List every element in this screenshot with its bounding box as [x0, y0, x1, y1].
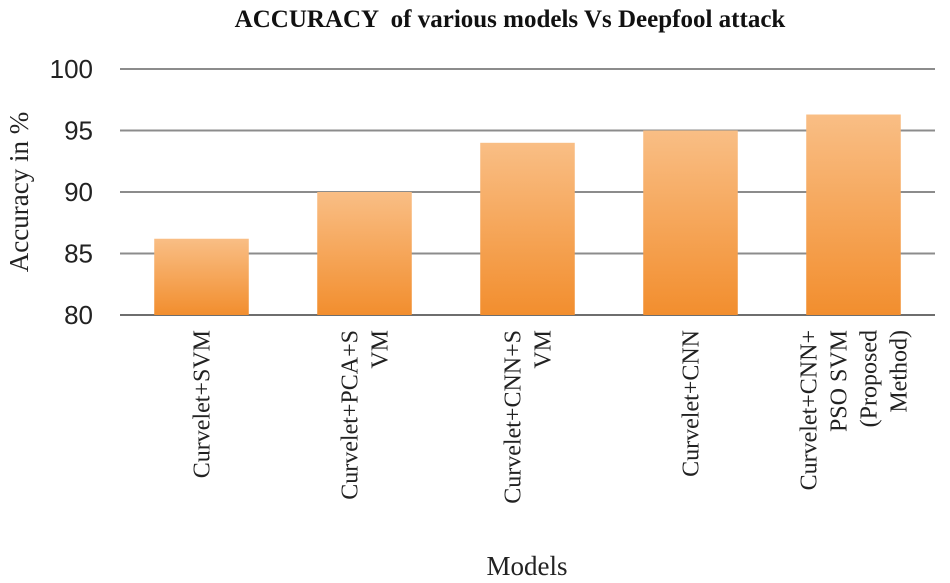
- y-tick-label: 90: [64, 177, 93, 207]
- y-tick-label: 95: [64, 116, 93, 146]
- x-category-label: Curvelet+PCA+S: [338, 330, 364, 500]
- x-category-label: VM: [368, 330, 394, 369]
- x-category-label: Curvelet+CNN: [679, 330, 705, 477]
- y-tick-label: 85: [64, 239, 93, 269]
- bar: [643, 130, 738, 315]
- y-tick-label: 100: [50, 54, 93, 84]
- x-category-label: Method): [887, 330, 913, 413]
- chart-title: ACCURACY of various models Vs Deepfool a…: [235, 6, 786, 33]
- x-category-label: PSO SVM: [827, 330, 853, 432]
- x-category-label: Curvelet+CNN+S: [501, 330, 527, 504]
- bar: [806, 114, 901, 315]
- x-axis-categories: Curvelet+SVM Curvelet+PCA+S VM Curvelet+CNN…: [190, 330, 913, 504]
- y-axis-label: Accuracy in %: [4, 112, 34, 272]
- bar: [317, 192, 412, 315]
- bars: [154, 114, 901, 315]
- y-tick-label: 80: [64, 300, 93, 330]
- bar: [154, 238, 249, 315]
- x-category-label: (Proposed: [857, 330, 883, 427]
- x-axis-label: Models: [487, 551, 568, 581]
- y-axis-ticks: 80 85 90 95 100: [50, 54, 93, 330]
- x-category-label: Curvelet+CNN+: [797, 330, 823, 490]
- bar: [480, 142, 575, 315]
- x-category-label: VM: [531, 330, 557, 369]
- x-category-label: Curvelet+SVM: [190, 330, 216, 478]
